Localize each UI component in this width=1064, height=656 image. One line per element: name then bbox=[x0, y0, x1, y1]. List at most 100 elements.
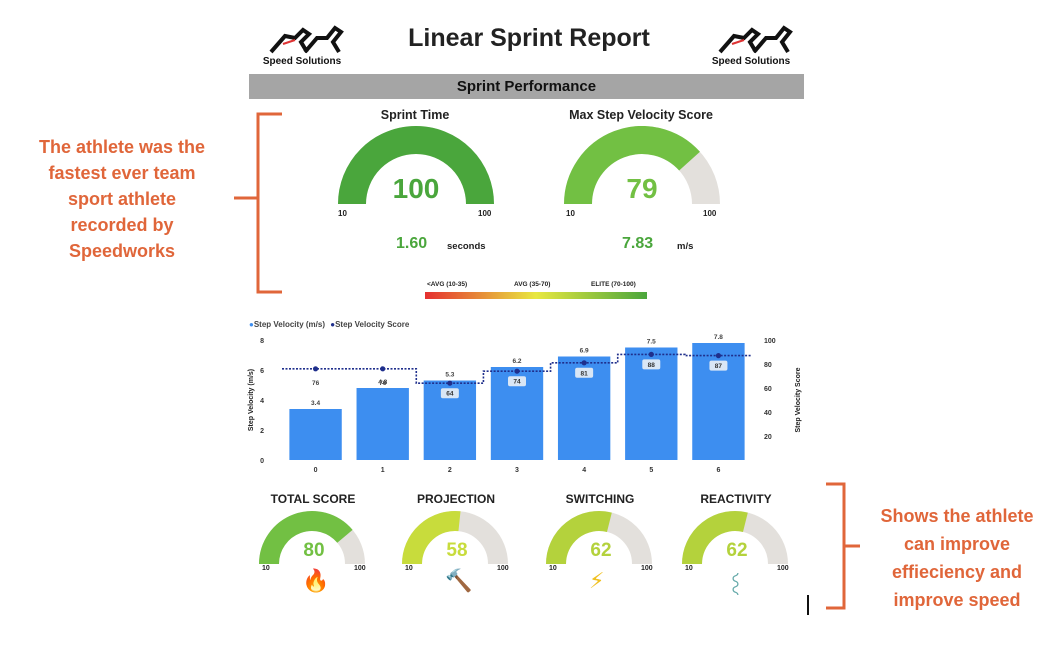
max-step-stat: 7.83 bbox=[622, 235, 654, 252]
score-gauge bbox=[682, 511, 788, 565]
legend-label-velocity: Step Velocity (m/s) bbox=[253, 320, 325, 329]
score-gauge-title: SWITCHING bbox=[565, 492, 635, 506]
y-tick-label: 8 bbox=[260, 338, 264, 345]
y-axis-label: Step Velocity (m/s) bbox=[248, 369, 255, 431]
annotation-line: Shows the athlete bbox=[880, 506, 1034, 526]
y2-axis-label: Step Velocity Score bbox=[795, 367, 802, 432]
score-label-box bbox=[575, 367, 594, 378]
score-label-box bbox=[440, 388, 459, 399]
score-value-label: 76 bbox=[379, 380, 387, 387]
score-point bbox=[312, 366, 319, 372]
score-point bbox=[380, 366, 386, 372]
gauge-max-label: 100 bbox=[497, 565, 509, 572]
logo-left: Speed Solutions bbox=[257, 24, 347, 70]
legend-label-score: Step Velocity Score bbox=[335, 320, 410, 329]
gauge-fill bbox=[402, 511, 461, 565]
y-tick-label: 0 bbox=[260, 458, 264, 465]
bar-value-label: 6.2 bbox=[512, 358, 521, 365]
score-value-label: 64 bbox=[446, 391, 454, 398]
score-gauge bbox=[546, 511, 652, 565]
gauge-max-label: 100 bbox=[641, 565, 653, 572]
annotation-line: improve speed bbox=[893, 590, 1021, 610]
score-gauge-title: REACTIVITY bbox=[700, 492, 772, 506]
left-annotation: The athlete was the fastest ever team sp… bbox=[8, 134, 236, 264]
x-tick-label: 2 bbox=[448, 467, 452, 474]
fire-icon: 🔥 bbox=[302, 568, 330, 593]
x-tick-label: 4 bbox=[582, 467, 586, 474]
gauge-min-label: 10 bbox=[262, 565, 270, 572]
right-bracket bbox=[826, 482, 860, 610]
velocity-bar bbox=[356, 388, 409, 460]
scale-high-label: ELITE (70-100) bbox=[591, 281, 636, 288]
x-tick-label: 0 bbox=[314, 467, 318, 474]
x-tick-label: 3 bbox=[515, 467, 519, 474]
score-gauge-title: PROJECTION bbox=[416, 492, 495, 506]
score-value-label: 81 bbox=[581, 370, 589, 377]
y-tick-label: 4 bbox=[260, 398, 264, 405]
sprint-time-stat: 1.60 bbox=[396, 235, 428, 252]
annotation-line: fastest ever team bbox=[48, 163, 196, 183]
scale-gradient-bar bbox=[425, 292, 647, 299]
sprint-time-title: Sprint Time bbox=[380, 108, 450, 122]
annotation-line: Speedworks bbox=[68, 241, 176, 261]
y-tick-label: 2 bbox=[260, 428, 264, 435]
gauge-max-label: 100 bbox=[703, 209, 717, 218]
score-gauge bbox=[259, 511, 365, 565]
y-tick-label: 6 bbox=[260, 368, 264, 375]
max-step-gauge bbox=[564, 126, 720, 205]
score-gauge-value: 80 bbox=[303, 540, 325, 561]
velocity-bar bbox=[289, 409, 342, 460]
bar-value-label: 3.4 bbox=[311, 400, 320, 407]
sprint-time-value: 100 bbox=[392, 173, 440, 204]
sprint-time-gauge bbox=[338, 126, 494, 205]
scale-low-label: <AVG (10-35) bbox=[427, 281, 468, 288]
gauge-min-label: 10 bbox=[549, 565, 557, 572]
x-tick-label: 5 bbox=[649, 467, 653, 474]
annotation-line: The athlete was the bbox=[38, 137, 206, 157]
left-bracket bbox=[234, 112, 282, 294]
max-step-title: Max Step Velocity Score bbox=[569, 108, 713, 122]
x-tick-label: 1 bbox=[381, 467, 385, 474]
legend-dot-score: ● bbox=[330, 320, 336, 329]
y2-tick-label: 60 bbox=[764, 386, 772, 393]
y2-tick-label: 20 bbox=[764, 434, 772, 441]
text-cursor bbox=[807, 595, 809, 615]
score-label-box bbox=[642, 359, 661, 370]
max-step-value: 79 bbox=[626, 173, 658, 204]
score-gauge-title: TOTAL SCORE bbox=[270, 492, 356, 506]
logo-text: Speed Solutions bbox=[262, 56, 342, 67]
annotation-line: recorded by bbox=[70, 215, 174, 235]
score-gauge-value: 62 bbox=[726, 540, 748, 561]
y2-tick-label: 80 bbox=[764, 362, 772, 369]
chart-legend: ●Step Velocity (m/s) ●Step Velocity Scor… bbox=[249, 320, 409, 329]
score-value-label: 88 bbox=[648, 362, 656, 369]
sprinter-logo-icon bbox=[718, 25, 793, 54]
gauge-fill bbox=[682, 511, 748, 565]
score-value-label: 76 bbox=[312, 380, 320, 387]
score-gauge-value: 58 bbox=[446, 540, 468, 561]
bar-value-label: 4.8 bbox=[378, 379, 387, 386]
velocity-bar bbox=[692, 343, 745, 460]
hammer-icon: 🔨 bbox=[445, 568, 473, 593]
section-header: Sprint Performance bbox=[249, 74, 804, 99]
bar-value-label: 7.8 bbox=[714, 334, 723, 341]
score-value-label: 74 bbox=[513, 379, 521, 386]
score-gauge bbox=[402, 511, 508, 565]
score-point bbox=[648, 351, 654, 357]
max-step-unit: m/s bbox=[677, 241, 694, 252]
gauge-min-label: 10 bbox=[338, 209, 347, 218]
score-point bbox=[581, 360, 587, 366]
logo-text: Speed Solutions bbox=[711, 56, 791, 67]
x-tick-label: 6 bbox=[716, 467, 720, 474]
score-point bbox=[715, 353, 722, 359]
annotation-line: sport athlete bbox=[67, 189, 177, 209]
logo-right: Speed Solutions bbox=[706, 24, 796, 70]
annotation-line: can improve bbox=[903, 534, 1011, 554]
score-value-label: 87 bbox=[715, 363, 723, 370]
score-point bbox=[447, 380, 453, 386]
gauge-max-label: 100 bbox=[478, 209, 492, 218]
annotation-line: effieciency and bbox=[891, 562, 1023, 582]
scale-mid-label: AVG (35-70) bbox=[514, 281, 551, 288]
gauge-max-label: 100 bbox=[777, 565, 789, 572]
